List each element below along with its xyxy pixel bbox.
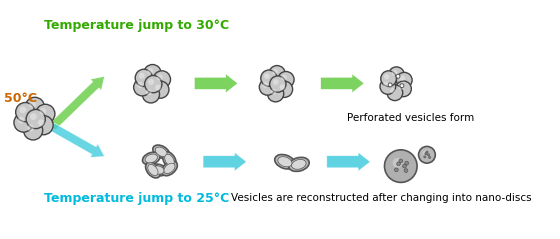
Circle shape — [135, 69, 152, 87]
Circle shape — [387, 85, 403, 101]
Ellipse shape — [275, 154, 295, 169]
Text: Temperature jump to 25°C: Temperature jump to 25°C — [44, 192, 229, 205]
Circle shape — [383, 82, 389, 87]
Circle shape — [272, 69, 278, 75]
FancyArrow shape — [49, 76, 105, 130]
Circle shape — [399, 159, 403, 163]
FancyArrow shape — [321, 74, 364, 93]
Circle shape — [427, 154, 430, 156]
Ellipse shape — [288, 157, 309, 171]
Circle shape — [392, 70, 397, 76]
Circle shape — [273, 79, 279, 85]
Circle shape — [27, 125, 34, 131]
Circle shape — [261, 70, 277, 86]
Circle shape — [36, 104, 55, 123]
Circle shape — [270, 89, 277, 94]
Circle shape — [389, 67, 404, 82]
Circle shape — [142, 86, 160, 103]
Circle shape — [281, 75, 287, 81]
Circle shape — [259, 79, 276, 95]
Circle shape — [404, 169, 408, 172]
Text: Temperature jump to 30°C: Temperature jump to 30°C — [44, 19, 228, 32]
Circle shape — [155, 84, 161, 91]
Circle shape — [144, 76, 162, 93]
Ellipse shape — [149, 164, 167, 176]
Circle shape — [400, 84, 404, 88]
Circle shape — [139, 73, 144, 79]
Text: 50°C: 50°C — [4, 92, 38, 105]
Circle shape — [388, 83, 392, 87]
Circle shape — [403, 164, 407, 168]
Circle shape — [29, 101, 36, 108]
Circle shape — [396, 81, 412, 97]
Text: Vesicles are reconstructed after changing into nano-discs: Vesicles are reconstructed after changin… — [231, 193, 531, 203]
Circle shape — [270, 76, 286, 92]
Circle shape — [134, 79, 151, 96]
Circle shape — [423, 151, 428, 156]
Circle shape — [25, 97, 44, 116]
Circle shape — [30, 113, 37, 120]
Circle shape — [146, 89, 152, 95]
Circle shape — [14, 113, 33, 132]
Circle shape — [393, 158, 403, 168]
Circle shape — [396, 72, 412, 88]
Circle shape — [425, 153, 427, 155]
Circle shape — [137, 82, 143, 88]
Circle shape — [399, 84, 404, 90]
Circle shape — [279, 84, 285, 90]
Circle shape — [394, 168, 398, 172]
Circle shape — [269, 65, 285, 82]
Ellipse shape — [164, 163, 175, 174]
Circle shape — [147, 68, 153, 74]
FancyArrow shape — [203, 152, 246, 171]
Ellipse shape — [148, 164, 158, 176]
Circle shape — [152, 81, 169, 98]
Circle shape — [18, 117, 25, 124]
Circle shape — [428, 156, 431, 158]
Ellipse shape — [161, 161, 178, 176]
Ellipse shape — [146, 162, 160, 178]
Circle shape — [405, 161, 409, 165]
Circle shape — [144, 65, 161, 82]
Ellipse shape — [155, 147, 167, 157]
Circle shape — [263, 82, 268, 88]
Circle shape — [148, 79, 154, 85]
Circle shape — [396, 74, 400, 78]
Ellipse shape — [165, 154, 174, 166]
Ellipse shape — [278, 157, 292, 167]
FancyArrow shape — [194, 74, 238, 93]
Circle shape — [396, 162, 400, 166]
Text: Perforated vesicles form: Perforated vesicles form — [347, 113, 474, 123]
Circle shape — [384, 74, 389, 79]
Circle shape — [278, 71, 294, 88]
Circle shape — [38, 120, 45, 126]
Ellipse shape — [163, 152, 176, 168]
Circle shape — [264, 73, 270, 79]
Circle shape — [424, 156, 426, 158]
Circle shape — [26, 109, 45, 129]
Ellipse shape — [153, 145, 170, 159]
Circle shape — [40, 108, 46, 115]
Circle shape — [385, 150, 417, 182]
Circle shape — [34, 116, 53, 135]
Circle shape — [381, 71, 396, 87]
Ellipse shape — [292, 159, 306, 169]
Circle shape — [276, 81, 293, 98]
FancyArrow shape — [326, 152, 370, 171]
Circle shape — [380, 79, 396, 94]
Ellipse shape — [152, 166, 164, 174]
Ellipse shape — [142, 152, 160, 165]
Circle shape — [400, 76, 405, 81]
Circle shape — [418, 147, 435, 163]
Circle shape — [153, 71, 170, 88]
Circle shape — [20, 106, 26, 113]
Ellipse shape — [145, 154, 157, 163]
Circle shape — [16, 103, 35, 122]
Circle shape — [268, 86, 284, 102]
Circle shape — [426, 151, 428, 153]
Circle shape — [157, 74, 163, 80]
FancyArrow shape — [50, 123, 105, 157]
Circle shape — [24, 121, 43, 140]
Circle shape — [390, 88, 396, 93]
